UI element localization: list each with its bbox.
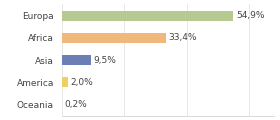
Bar	[62, 55, 91, 65]
Text: 2,0%: 2,0%	[70, 78, 93, 87]
Text: 9,5%: 9,5%	[94, 55, 117, 65]
Bar	[62, 77, 68, 87]
Bar	[62, 33, 166, 43]
Text: 33,4%: 33,4%	[169, 33, 197, 42]
Text: 0,2%: 0,2%	[65, 100, 87, 109]
Text: 54,9%: 54,9%	[236, 11, 264, 20]
Bar	[62, 11, 234, 21]
